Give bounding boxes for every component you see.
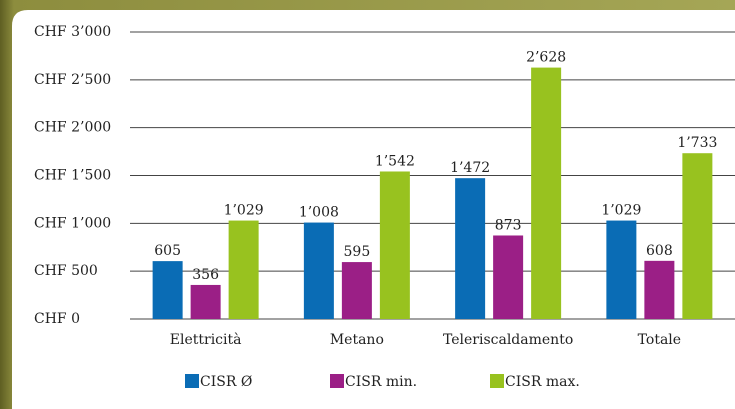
value-label: 1’542 (375, 153, 415, 169)
y-tick-label: CHF 3’000 (34, 24, 111, 40)
bar (379, 171, 410, 319)
bar (644, 260, 675, 319)
bar (531, 67, 562, 319)
legend-swatch (185, 374, 199, 388)
bar (682, 153, 713, 319)
value-label: 605 (154, 243, 181, 259)
value-label: 1’029 (601, 203, 641, 219)
bar (190, 284, 221, 319)
value-label: 1’472 (450, 160, 490, 176)
y-tick-label: CHF 2’000 (34, 120, 111, 136)
value-label: 873 (495, 217, 522, 233)
bar (606, 220, 637, 319)
legend-label: CISR Ø (200, 374, 252, 390)
y-tick-label: CHF 1’000 (34, 215, 111, 231)
value-label: 356 (192, 267, 219, 283)
value-label: 1’733 (677, 135, 717, 151)
legend-label: CISR min. (345, 374, 417, 390)
x-tick-label: Metano (330, 332, 384, 348)
value-label: 1’008 (299, 205, 339, 221)
y-tick-label: CHF 500 (34, 263, 98, 279)
y-tick-label: CHF 2’500 (34, 72, 111, 88)
x-tick-label: Elettricità (170, 331, 242, 348)
value-label: 595 (344, 244, 371, 260)
legend-swatch (490, 374, 504, 388)
y-tick-label: CHF 1’500 (34, 168, 111, 184)
bar (303, 222, 334, 319)
value-label: 608 (646, 243, 673, 259)
x-tick-label: Teleriscaldamento (443, 332, 573, 348)
legend-label: CISR max. (505, 374, 580, 390)
legend-swatch (330, 374, 344, 388)
bar (341, 262, 372, 319)
x-tick-label: Totale (638, 332, 681, 348)
value-label: 1’029 (224, 203, 264, 219)
y-tick-label: CHF 0 (34, 311, 80, 327)
bar (493, 235, 524, 319)
bar (152, 261, 183, 319)
value-label: 2’628 (526, 50, 566, 66)
bar (455, 178, 486, 319)
bar (228, 220, 259, 319)
